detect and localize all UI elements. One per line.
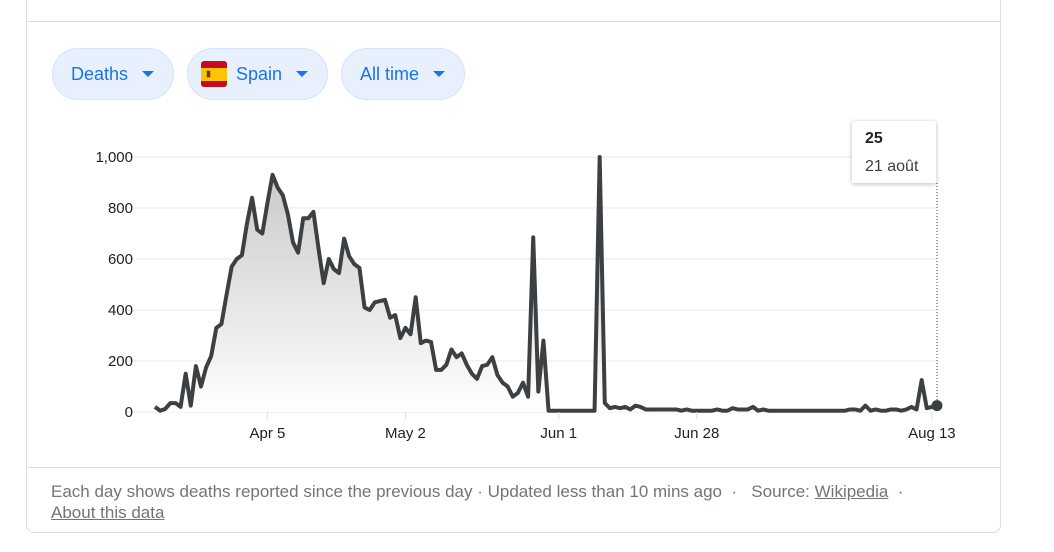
footer-separator: ·: [726, 482, 747, 501]
x-tick-label: Apr 5: [250, 425, 286, 442]
chevron-down-icon: [296, 71, 309, 77]
country-dropdown[interactable]: Spain: [187, 48, 328, 100]
data-tooltip: 25 21 août: [852, 121, 936, 183]
spain-flag-icon: [201, 61, 227, 87]
hover-point: [931, 400, 943, 412]
metric-dropdown[interactable]: Deaths: [52, 48, 174, 100]
chevron-down-icon: [433, 71, 446, 77]
footer-separator: ·: [893, 482, 904, 501]
x-tick-label: Jun 1: [540, 425, 577, 442]
footer-updated: Updated less than 10 mins ago: [487, 482, 722, 501]
chevron-down-icon: [142, 71, 155, 77]
y-tick-label: 200: [108, 353, 133, 370]
x-tick-label: Aug 13: [908, 425, 956, 442]
x-tick-label: Jun 28: [674, 425, 719, 442]
metric-dropdown-label: Deaths: [71, 63, 129, 84]
footer-separator: ·: [477, 482, 488, 501]
chart-footer: Each day shows deaths reported since the…: [51, 481, 951, 523]
series-area: [155, 157, 937, 412]
footer-divider: [27, 467, 1000, 468]
x-tick-label: May 2: [385, 425, 426, 442]
top-divider: [27, 21, 1000, 22]
time-range-dropdown[interactable]: All time: [341, 48, 465, 100]
tooltip-date: 21 août: [865, 158, 919, 175]
y-tick-label: 1,000: [95, 149, 133, 166]
country-dropdown-label: Spain: [236, 63, 283, 84]
deaths-chart[interactable]: 0 200 400 600 800 1,000 Apr 5 May 2 Jun 1 Jun 28…: [0, 0, 1054, 470]
chart-card: Deaths Spain All time Each day shows dea…: [26, 0, 1001, 533]
tooltip-value: 25: [865, 130, 883, 147]
footer-description: Each day shows deaths reported since the…: [51, 482, 473, 501]
y-tick-label: 0: [125, 404, 133, 421]
about-data-link[interactable]: About this data: [51, 503, 165, 522]
y-tick-label: 600: [108, 251, 133, 268]
footer-source-label: Source:: [751, 482, 810, 501]
source-link[interactable]: Wikipedia: [814, 482, 889, 501]
series-line: [153, 155, 938, 413]
y-tick-label: 400: [108, 302, 133, 319]
time-range-dropdown-label: All time: [360, 63, 420, 84]
y-tick-label: 800: [108, 200, 133, 217]
